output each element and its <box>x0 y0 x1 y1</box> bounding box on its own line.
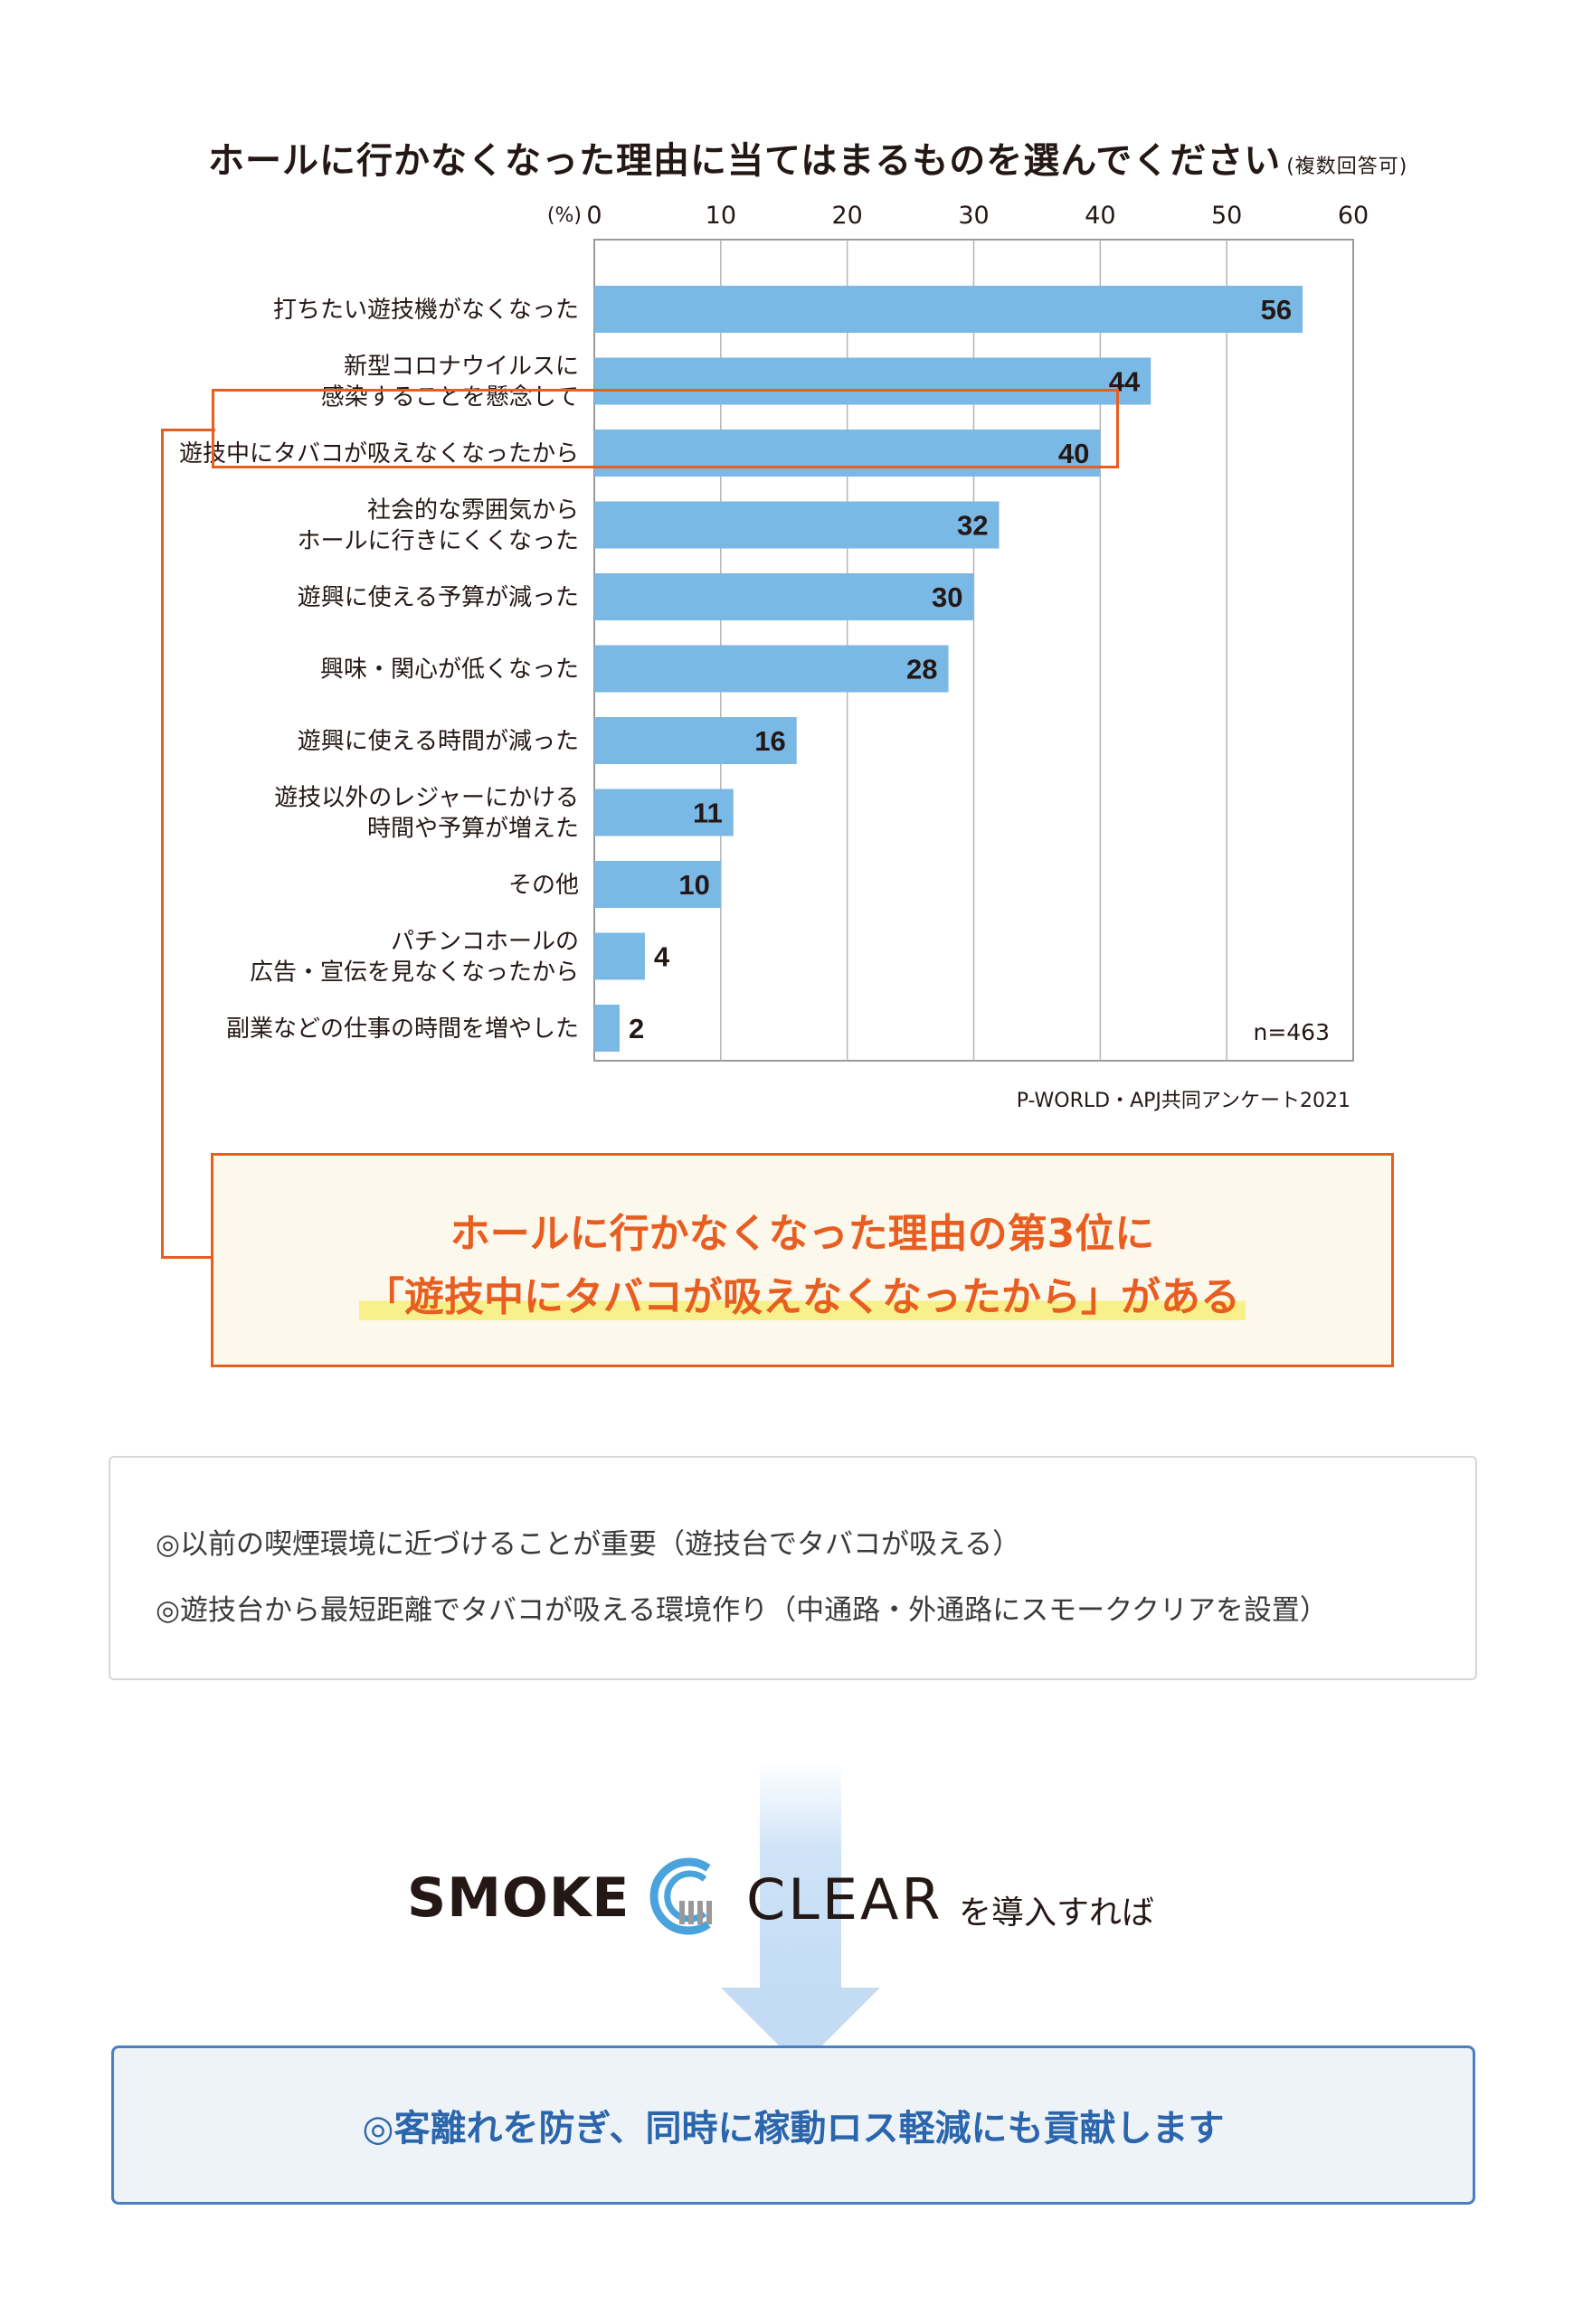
bar-value-label: 30 <box>932 581 962 613</box>
category-label: 遊技以外のレジャーにかける <box>274 785 579 812</box>
callout-line-2-text: 「遊技中にタバコが吸えなくなったから」がある <box>359 1274 1246 1320</box>
category-label: パチンコホールの <box>391 929 579 956</box>
x-tick-label: 50 <box>1211 202 1242 230</box>
bar-value-label: 4 <box>654 941 670 973</box>
category-label: 社会的な雰囲気から <box>367 497 579 524</box>
axis-unit-label: (%) <box>547 204 582 227</box>
bar <box>594 1005 620 1052</box>
x-tick-label: 30 <box>958 202 989 230</box>
key-point-2: ◎遊技台から最短距離でタバコが吸える環境作り（中通路・外通路にスモーククリアを設… <box>156 1587 1328 1628</box>
category-label: 時間や予算が増えた <box>367 816 579 843</box>
callout-line-1: ホールに行かなくなった理由の第3位に <box>213 1201 1391 1259</box>
category-label: 興味・関心が低くなった <box>320 657 579 684</box>
bar-value-label: 16 <box>754 725 785 757</box>
bar <box>594 502 999 549</box>
category-label: 遊興に使える予算が減った <box>298 584 579 611</box>
bar-value-label: 32 <box>957 510 988 542</box>
logo-smoke-text: SMOKE <box>407 1866 630 1930</box>
bar-value-label: 2 <box>629 1013 644 1044</box>
smoke-clear-logo-icon <box>638 1856 728 1937</box>
x-tick-label: 40 <box>1085 202 1115 230</box>
bar <box>594 646 949 693</box>
sample-size-label: n=463 <box>1253 1019 1330 1045</box>
bar-value-label: 10 <box>678 869 709 901</box>
category-label: 副業などの仕事の時間を増やした <box>226 1016 579 1043</box>
key-points-box: ◎以前の喫煙環境に近づけることが重要（遊技台でタバコが吸える） ◎遊技台から最短… <box>109 1456 1477 1680</box>
category-label: 打ちたい遊技機がなくなった <box>273 297 579 324</box>
source-label: P-WORLD・APJ共同アンケート2021 <box>1017 1090 1350 1112</box>
category-label: その他 <box>508 872 579 899</box>
bar-chart: 0 10 20 30 40 50 60(%)56打ちたい遊技機がなくなった44新型コロナウイ… <box>0 0 1592 1139</box>
x-tick-label: 60 <box>1338 202 1369 230</box>
callout-box: ホールに行かなくなった理由の第3位に 「遊技中にタバコが吸えなくなったから」があ… <box>211 1153 1394 1367</box>
bar <box>594 573 974 620</box>
highlight-frame <box>212 389 1119 468</box>
category-label: 新型コロナウイルスに <box>344 354 579 381</box>
category-label: 遊興に使える時間が減った <box>298 728 579 755</box>
x-tick-label: 20 <box>831 202 862 230</box>
category-label: 広告・宣伝を見なくなったから <box>250 959 579 987</box>
category-label: ホールに行きにくくなった <box>298 528 579 555</box>
callout-connector-line <box>161 429 215 1259</box>
smoke-clear-logo: SMOKE CLEAR を導入すれば <box>407 1856 1221 1937</box>
x-tick-label: 0 <box>586 202 602 230</box>
callout-line-2: 「遊技中にタバコが吸えなくなったから」がある <box>213 1264 1391 1322</box>
x-tick-label: 10 <box>706 202 736 230</box>
bar-value-label: 28 <box>906 654 937 685</box>
result-box: ◎客離れを防ぎ、同時に稼動ロス軽減にも貢献します <box>111 2045 1475 2205</box>
logo-clear-text: CLEAR <box>746 1866 943 1932</box>
bar-value-label: 11 <box>693 798 723 829</box>
result-text: ◎客離れを防ぎ、同時に稼動ロス軽減にも貢献します <box>114 2099 1473 2151</box>
logo-suffix-text: を導入すれば <box>959 1886 1154 1933</box>
key-point-1: ◎以前の喫煙環境に近づけることが重要（遊技台でタバコが吸える） <box>156 1521 1020 1562</box>
bar-value-label: 56 <box>1261 294 1292 326</box>
bar <box>594 286 1303 333</box>
bar <box>594 933 645 980</box>
